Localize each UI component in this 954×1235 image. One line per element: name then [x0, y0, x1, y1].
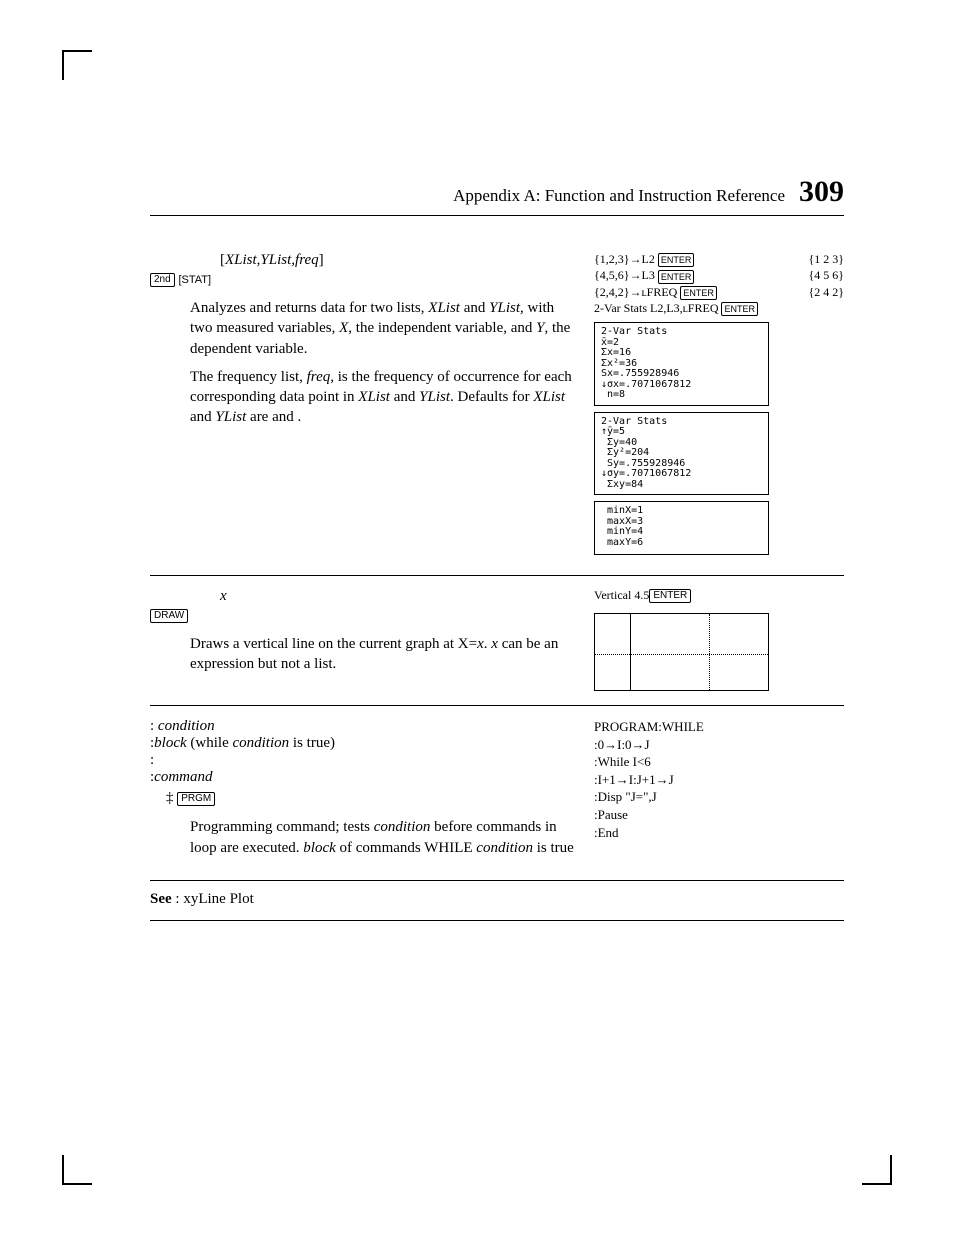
key-prgm: PRGM [177, 792, 215, 806]
para-2: The frequency list, freq, is the frequen… [190, 367, 574, 428]
x-axis [595, 654, 768, 655]
para-1: Draws a vertical line on the current gra… [190, 634, 574, 675]
vertical-line [709, 614, 710, 690]
syntax-block: : condition :block (while condition is t… [150, 718, 574, 786]
program-line: :0→I:0→J [594, 736, 844, 754]
example-line: {1,2,3}→L2 ENTER{1 2 3} [594, 252, 844, 267]
calc-screen-1: 2-Var Stats x̄=2 Σx=16 Σx²=36 Sx=.755928… [594, 322, 769, 406]
entry-right: PROGRAM:WHILE :0→I:0→J :While I<6 :I+1→I… [594, 718, 844, 866]
entry-right: {1,2,3}→L2 ENTER{1 2 3} {4,5,6}→L3 ENTER… [594, 252, 844, 561]
header-title: Appendix A: Function and Instruction Ref… [453, 186, 785, 206]
entry-right: Vertical 4.5ENTER [594, 588, 844, 691]
entry-2var-stats: [XList,YList,freq] 2nd [STAT] Analyzes a… [150, 240, 844, 576]
syntax-line: x [220, 588, 574, 605]
para-1: Analyzes and returns data for two lists,… [190, 298, 574, 359]
description: Analyzes and returns data for two lists,… [190, 298, 574, 428]
key-2nd: 2nd [150, 273, 175, 287]
program-line: :I+1→I:J+1→J [594, 771, 844, 789]
program-line: :Pause [594, 806, 844, 824]
key-sequence: 2nd [STAT] [150, 271, 574, 288]
para-1: Programming command; tests condition bef… [190, 817, 574, 858]
page-header: Appendix A: Function and Instruction Ref… [150, 175, 844, 216]
entry-left: x DRAW Draws a vertical line on the curr… [150, 588, 582, 691]
graph-screen [594, 613, 769, 691]
program-line: PROGRAM:WHILE [594, 718, 844, 736]
y-axis [630, 614, 631, 690]
calc-screen-3: minX=1 maxX=3 minY=4 maxY=6 [594, 501, 769, 555]
crop-mark-bottom-left [62, 1155, 92, 1185]
entry-vertical: x DRAW Draws a vertical line on the curr… [150, 576, 844, 706]
crop-mark-bottom-right [862, 1155, 892, 1185]
key-enter: ENTER [658, 270, 695, 284]
example-line: 2-Var Stats L2,L3,ʟFREQ ENTER [594, 301, 844, 316]
program-line: :Disp "J=",J [594, 788, 844, 806]
example-line: Vertical 4.5ENTER [594, 588, 844, 603]
key-sequence: DRAW [150, 607, 574, 624]
see-reference: See : xyLine Plot [150, 891, 844, 921]
program-line: :While I<6 [594, 753, 844, 771]
calc-screen-2: 2-Var Stats ↑ȳ=5 Σy=40 Σy²=204 Sy=.75592… [594, 412, 769, 496]
syntax-line: [XList,YList,freq] [220, 252, 574, 269]
crop-mark-top [62, 50, 92, 80]
key-enter: ENTER [721, 302, 758, 316]
key-draw: DRAW [150, 609, 188, 623]
program-line: :End [594, 824, 844, 842]
entry-left: [XList,YList,freq] 2nd [STAT] Analyzes a… [150, 252, 582, 561]
key-stat: [STAT] [178, 274, 211, 286]
key-enter: ENTER [658, 253, 695, 267]
example-line: {4,5,6}→L3 ENTER{4 5 6} [594, 268, 844, 283]
header-page-number: 309 [799, 175, 844, 209]
key-enter: ENTER [680, 286, 717, 300]
key-sequence: ‡ PRGM [166, 790, 574, 807]
key-enter: ENTER [649, 589, 691, 603]
example-line: {2,4,2}→ʟFREQ ENTER{2 4 2} [594, 285, 844, 300]
description: Draws a vertical line on the current gra… [190, 634, 574, 675]
entry-left: : condition :block (while condition is t… [150, 718, 582, 866]
description: Programming command; tests condition bef… [190, 817, 574, 858]
entry-while: : condition :block (while condition is t… [150, 706, 844, 881]
